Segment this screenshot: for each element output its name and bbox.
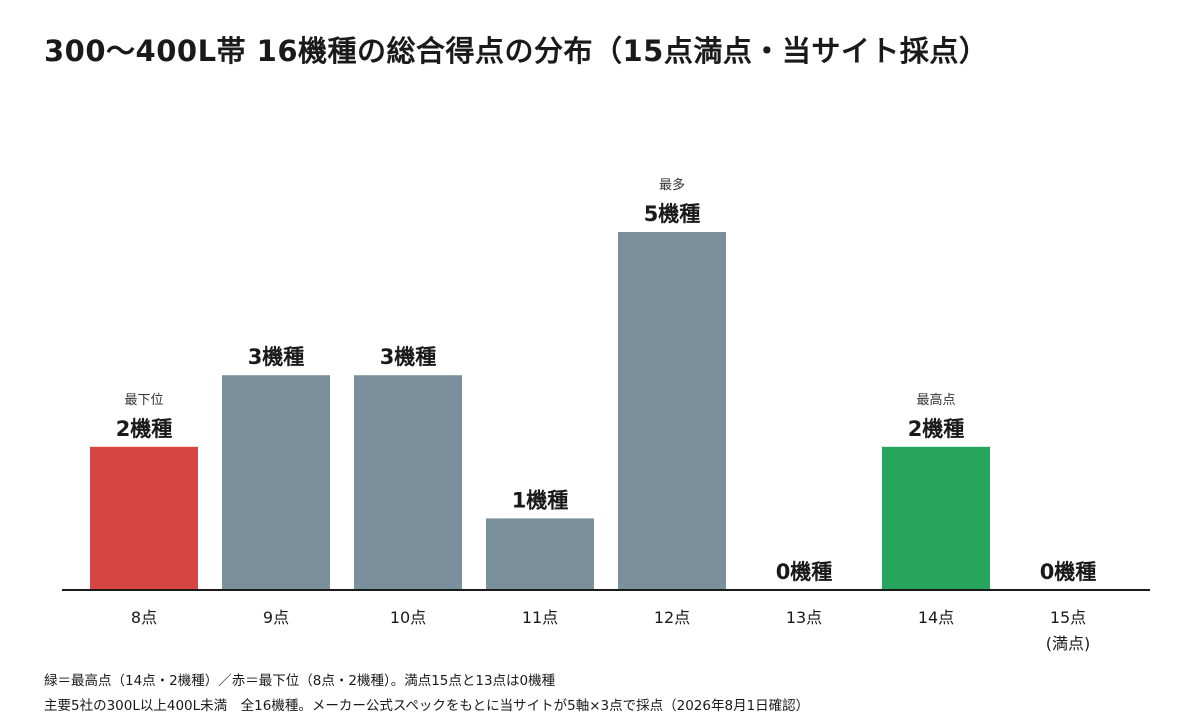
x-tick-label-0: 8点: [131, 608, 157, 627]
bar-1: [222, 375, 330, 590]
x-tick-label-6: 14点: [918, 608, 954, 627]
x-tick-label-3: 11点: [522, 608, 558, 627]
bar-2: [354, 375, 462, 590]
x-tick-label-2: 10点: [390, 608, 426, 627]
value-label-6: 2機種: [908, 417, 965, 441]
x-tick-label-7: 15点: [1050, 608, 1086, 627]
bar-0: [90, 446, 198, 590]
annotation-6: 最高点: [916, 392, 955, 408]
footnote-source: 主要5社の300L以上400L未満 全16機種。メーカー公式スペックをもとに当サ…: [44, 698, 810, 714]
x-tick-label-5: 13点: [786, 608, 822, 627]
value-label-0: 2機種: [116, 417, 173, 441]
value-label-3: 1機種: [512, 488, 569, 512]
value-label-5: 0機種: [776, 560, 833, 584]
value-label-1: 3機種: [248, 345, 305, 369]
annotation-0: 最下位: [124, 393, 163, 408]
x-tick-label-7-line1: (満点): [1046, 634, 1091, 653]
bar-6: [882, 446, 990, 590]
value-label-2: 3機種: [380, 345, 437, 369]
annotation-4: 最多: [659, 177, 685, 193]
value-label-7: 0機種: [1040, 560, 1097, 584]
bar-4: [618, 232, 726, 590]
value-label-4: 5機種: [644, 202, 701, 226]
x-tick-label-1: 9点: [263, 608, 289, 627]
x-tick-label-4: 12点: [654, 608, 690, 627]
footnote-colors: 緑＝最高点（14点・2機種）／赤＝最下位（8点・2機種）。満点15点と13点は0…: [44, 673, 556, 689]
chart-title: 300〜400L帯 16機種の総合得点の分布（15点満点・当サイト採点）: [44, 34, 989, 68]
bar-3: [486, 518, 594, 590]
